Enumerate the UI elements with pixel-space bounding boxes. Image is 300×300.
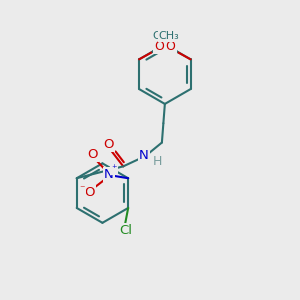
Text: N: N: [139, 149, 149, 162]
Text: O: O: [84, 186, 95, 199]
Text: O: O: [87, 148, 98, 161]
Text: O: O: [154, 40, 164, 53]
Text: H: H: [153, 155, 162, 168]
Text: O: O: [166, 40, 176, 53]
Text: ⁺: ⁺: [111, 164, 117, 174]
Text: CH₃: CH₃: [152, 31, 173, 41]
Text: Cl: Cl: [119, 224, 132, 237]
Text: N: N: [104, 168, 114, 181]
Text: O: O: [103, 138, 114, 151]
Text: ⁻: ⁻: [80, 184, 85, 194]
Text: CH₃: CH₃: [159, 31, 179, 41]
